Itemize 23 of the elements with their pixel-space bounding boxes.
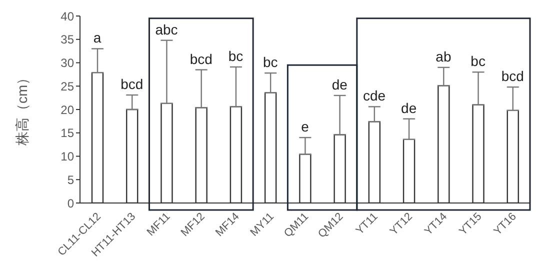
y-tick-label: 30	[60, 56, 74, 70]
y-tick-label: 20	[60, 102, 74, 117]
annotation: bcd	[501, 68, 524, 84]
annotation: bcd	[190, 50, 212, 67]
annotation: ab	[436, 48, 452, 64]
y-tick-label: 40	[60, 9, 74, 24]
annotation: bc	[262, 54, 278, 70]
y-tick-label: 25	[60, 79, 74, 94]
annotation: bcd	[120, 76, 144, 92]
annotation: bc	[228, 48, 244, 64]
annotation: a	[93, 30, 102, 46]
y-tick-label: 10	[60, 150, 74, 164]
y-tick-label: 0	[67, 196, 74, 210]
y-tick-label: 35	[60, 32, 74, 47]
annotation: abc	[155, 21, 178, 38]
y-tick-label: 15	[60, 126, 74, 140]
annotation: e	[301, 118, 310, 135]
annotation: de	[332, 76, 348, 92]
annotation: de	[401, 100, 417, 116]
y-axis-title: 株高（cm）	[14, 70, 30, 146]
annotation: cde	[362, 88, 386, 104]
annotation: bc	[470, 53, 486, 70]
y-tick-label: 5	[67, 172, 74, 187]
